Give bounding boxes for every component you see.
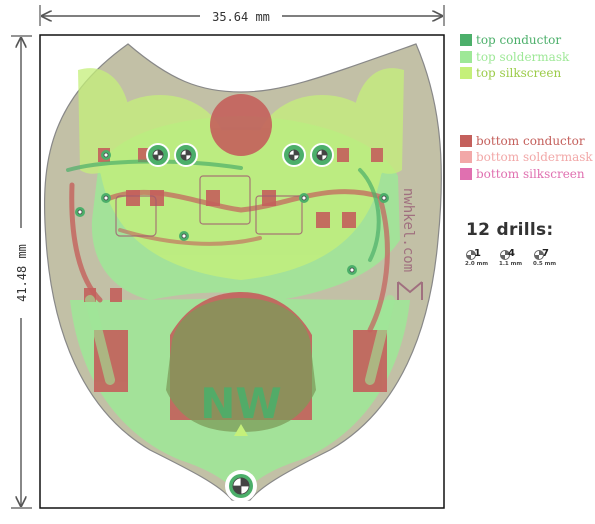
drill-count: 1: [474, 248, 481, 259]
drill-holes: [77, 149, 387, 495]
dark-pad-area: [166, 298, 316, 432]
legend-label: top silkscreen: [476, 66, 562, 81]
legend-top-conductor[interactable]: top conductor: [460, 32, 590, 49]
swatch-bottom-silkscreen: [460, 167, 472, 180]
legend-top-soldermask[interactable]: top soldermask: [460, 49, 590, 66]
drill-item: 7 0.5 mm: [533, 248, 568, 272]
drill-icon: [534, 250, 544, 260]
height-dimension: 41.48 mm: [11, 35, 32, 509]
swatch-bottom-soldermask: [460, 151, 472, 164]
drill-item: 4 1.1 mm: [499, 248, 534, 272]
drill-count: 7: [542, 248, 549, 259]
drill-list: 1 2.0 mm 4 1.1 mm 7 0.5 mm: [465, 248, 591, 272]
drill-item: 1 2.0 mm: [465, 248, 500, 272]
legend-bottom-silkscreen[interactable]: bottom silkscreen: [460, 166, 590, 183]
width-dimension: 35.64 mm: [39, 5, 445, 26]
drills-summary: 12 drills: 1 2.0 mm 4 1.1 mm 7 0.5 mm: [465, 220, 591, 272]
swatch-top-soldermask: [460, 50, 472, 63]
layer-legend: top conductor top soldermask top silkscr…: [460, 32, 593, 183]
drill-size: 1.1 mm: [499, 261, 523, 267]
swatch-bottom-conductor: [460, 134, 472, 147]
traces-layer: [66, 159, 395, 385]
logo-arrow-icon: [234, 424, 248, 436]
width-label: 35.64 mm: [212, 10, 270, 24]
legend-bottom-conductor[interactable]: bottom conductor: [460, 133, 590, 150]
drill-size: 2.0 mm: [465, 261, 489, 267]
height-label: 41.48 mm: [15, 244, 29, 302]
swatch-top-conductor: [460, 34, 472, 47]
legend-bottom-soldermask[interactable]: bottom soldermask: [460, 149, 593, 166]
side-text: nwhkel.com: [400, 188, 416, 272]
drill-count: 4: [508, 248, 515, 259]
swatch-top-silkscreen: [460, 67, 472, 80]
drill-size: 0.5 mm: [533, 261, 557, 267]
silk-logo: NW: [200, 379, 281, 428]
top-conductor-pads: [75, 143, 389, 502]
legend-label: top conductor: [476, 33, 562, 48]
drills-title: 12 drills:: [466, 220, 554, 240]
side-logo-mark: [397, 281, 423, 300]
legend-label: bottom silkscreen: [476, 166, 585, 181]
drill-icon: [466, 250, 476, 260]
bottom-silkscreen-layer: [115, 175, 303, 237]
drill-icon: [500, 250, 510, 260]
legend-label: bottom soldermask: [476, 150, 593, 165]
legend-label: top soldermask: [476, 49, 570, 64]
legend-spacer: [460, 82, 590, 133]
legend-label: bottom conductor: [476, 133, 585, 148]
legend-top-silkscreen[interactable]: top silkscreen: [460, 65, 590, 82]
